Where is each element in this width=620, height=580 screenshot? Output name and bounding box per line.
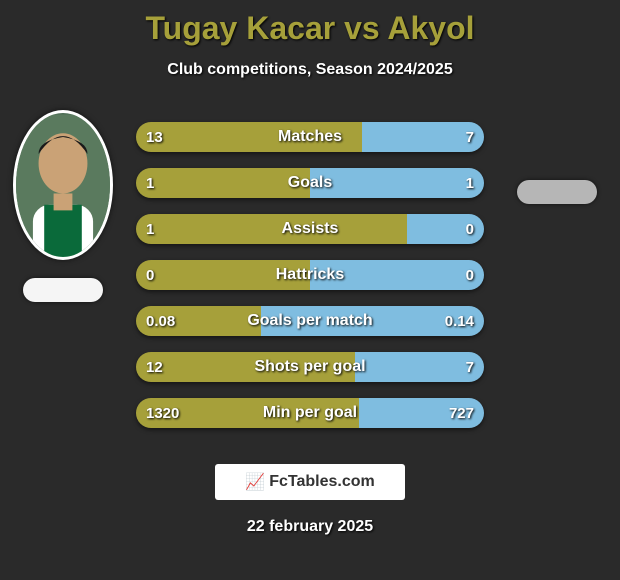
- bar-value-left: 13: [146, 122, 163, 152]
- player-portrait-icon: [16, 113, 110, 257]
- bar-row: Goals11: [136, 168, 484, 198]
- bar-row: Min per goal1320727: [136, 398, 484, 428]
- bar-value-right: 7: [466, 122, 474, 152]
- comparison-bars: Matches137Goals11Assists10Hattricks00Goa…: [136, 122, 484, 444]
- bar-value-right: 7: [466, 352, 474, 382]
- brand-label: FcTables.com: [269, 473, 375, 491]
- left-player-flag: [23, 278, 103, 302]
- bar-value-left: 1: [146, 168, 154, 198]
- bar-row: Goals per match0.080.14: [136, 306, 484, 336]
- bar-value-left: 0: [146, 260, 154, 290]
- bar-row: Matches137: [136, 122, 484, 152]
- bar-row: Assists10: [136, 214, 484, 244]
- bar-value-right: 0: [466, 214, 474, 244]
- bar-value-right: 1: [466, 168, 474, 198]
- brand-badge: 📈 FcTables.com: [215, 464, 405, 500]
- bar-value-right: 727: [449, 398, 474, 428]
- right-player-column: [502, 110, 612, 204]
- bar-value-right: 0: [466, 260, 474, 290]
- bar-row: Hattricks00: [136, 260, 484, 290]
- bar-value-right: 0.14: [445, 306, 474, 336]
- bar-value-left: 12: [146, 352, 163, 382]
- chart-icon: 📈: [245, 472, 265, 492]
- right-player-flag: [517, 180, 597, 204]
- page-title: Tugay Kacar vs Akyol: [0, 0, 620, 47]
- subtitle: Club competitions, Season 2024/2025: [0, 61, 620, 79]
- bar-row: Shots per goal127: [136, 352, 484, 382]
- bar-value-left: 1: [146, 214, 154, 244]
- left-player-avatar: [13, 110, 113, 260]
- date-label: 22 february 2025: [0, 518, 620, 536]
- left-player-column: [8, 110, 118, 302]
- bar-value-left: 1320: [146, 398, 179, 428]
- bar-value-left: 0.08: [146, 306, 175, 336]
